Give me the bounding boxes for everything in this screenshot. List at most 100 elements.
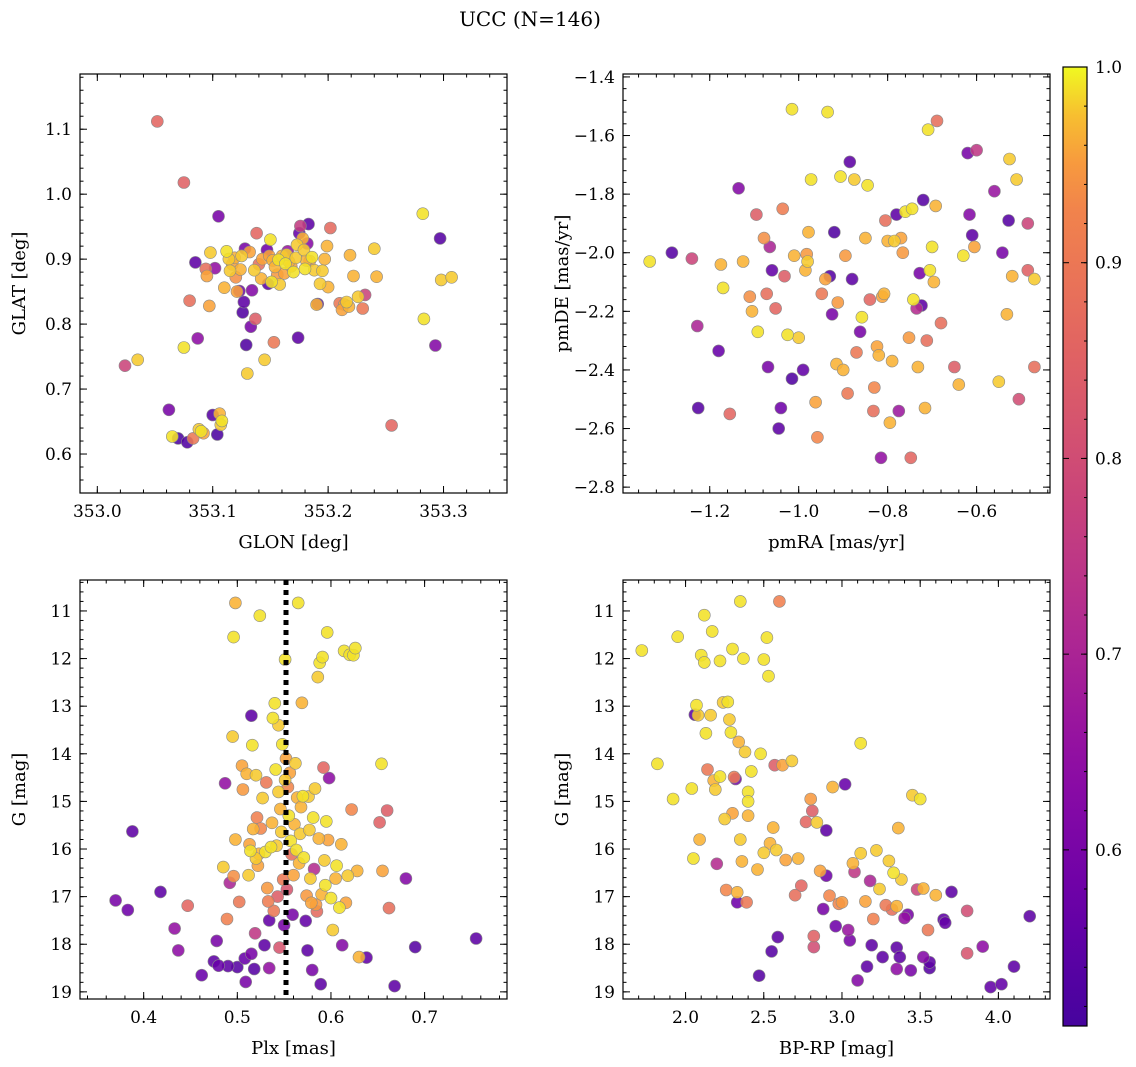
scatter-point — [635, 644, 649, 657]
scatter-point — [904, 964, 918, 977]
scatter-point — [855, 310, 869, 324]
y-tick-label: 13 — [50, 697, 72, 717]
y-tick-label: −1.6 — [574, 127, 615, 147]
scatter-point — [289, 756, 302, 770]
scatter-point — [304, 896, 318, 910]
y-tick-label: 1.1 — [45, 120, 72, 140]
y-tick-label: 0.8 — [45, 315, 72, 335]
scatter-point — [324, 891, 338, 905]
scatter-point — [765, 945, 778, 958]
y-tick-label: −1.4 — [574, 68, 615, 88]
y-tick-label: 11 — [50, 602, 72, 622]
scatter-point — [126, 825, 139, 838]
scatter-point — [168, 922, 181, 935]
scatter-point — [916, 950, 930, 964]
scatter-point — [905, 202, 919, 216]
scatter-point — [859, 895, 872, 908]
scatter-point — [248, 263, 261, 277]
scatter-point — [879, 214, 892, 227]
scatter-point — [643, 255, 657, 268]
scatter-point — [318, 252, 332, 266]
y-tick-label: −2.6 — [574, 420, 615, 440]
scatter-point — [370, 270, 383, 284]
scatter-point — [890, 962, 904, 976]
y-tick-label: 14 — [50, 745, 72, 765]
y-tick-label: 15 — [50, 792, 72, 812]
x-tick-label: 2.0 — [672, 1008, 699, 1028]
scatter-point — [308, 782, 322, 795]
scatter-point — [763, 240, 777, 254]
scatter-point — [710, 857, 724, 871]
scatter-point — [916, 882, 930, 895]
y-tick-label: −1.8 — [574, 185, 615, 205]
scatter-point — [743, 290, 757, 304]
x-tick-label: 2.5 — [750, 1008, 777, 1028]
x-tick-label: 0.7 — [411, 1008, 438, 1028]
scatter-point — [334, 837, 348, 851]
y-tick-label: 19 — [50, 983, 72, 1003]
scatter-point — [727, 770, 741, 784]
scatter-point — [408, 940, 422, 954]
scatter-point — [249, 768, 263, 782]
scatter-point — [226, 730, 239, 743]
scatter-point — [799, 815, 813, 829]
scatter-point — [996, 246, 1009, 259]
scatter-point — [301, 944, 314, 957]
scatter-point — [898, 911, 911, 925]
scatter-point — [304, 872, 317, 885]
scatter-point — [258, 938, 271, 952]
scatter-point — [916, 193, 930, 207]
scatter-point — [212, 210, 225, 223]
scatter-point — [340, 295, 353, 309]
scatter-point — [348, 641, 362, 655]
scatter-point — [388, 979, 401, 993]
scatter-point — [1012, 392, 1026, 406]
scatter-point — [691, 401, 705, 415]
scatter-point — [651, 757, 664, 771]
y-tick-label: 12 — [593, 650, 615, 670]
scatter-point — [718, 812, 732, 826]
scatter-point — [896, 246, 910, 259]
scatter-point — [745, 304, 759, 318]
scatter-point — [287, 265, 300, 279]
scatter-point — [1010, 173, 1023, 186]
scatter-point — [305, 963, 319, 977]
scatter-point — [723, 713, 736, 726]
scatter-point — [927, 275, 941, 289]
scatter-point — [785, 754, 799, 768]
scatter-point — [750, 208, 763, 221]
scatter-point — [732, 735, 746, 749]
scatter-point — [809, 395, 822, 409]
scatter-point — [911, 360, 925, 374]
scatter-point — [885, 354, 899, 368]
scatter-point — [929, 199, 943, 213]
scatter-point — [879, 898, 893, 912]
scatter-point — [760, 287, 774, 301]
scatter-point — [297, 243, 311, 257]
scatter-point — [794, 879, 808, 893]
scatter-point — [267, 335, 281, 349]
scatter-point — [724, 726, 738, 739]
scatter-point — [215, 414, 229, 428]
scatter-point — [258, 353, 271, 367]
scatter-point — [960, 904, 974, 918]
scatter-point — [751, 325, 765, 339]
scatter-point — [839, 249, 852, 262]
scatter-point — [246, 738, 259, 752]
scatter-point — [265, 816, 279, 830]
scatter-point — [860, 960, 874, 973]
x-tick-label: 0.6 — [317, 1008, 344, 1028]
y-tick-label: −2.4 — [574, 361, 615, 381]
scatter-point — [274, 802, 287, 816]
scatter-point — [1028, 272, 1041, 286]
scatter-point — [297, 851, 311, 864]
scatter-point — [212, 959, 225, 973]
scatter-point — [701, 763, 714, 776]
scatter-point — [851, 974, 864, 987]
scatter-point — [741, 809, 755, 823]
scatter-point — [399, 872, 413, 885]
scatter-point — [227, 869, 240, 883]
scatter-point — [303, 823, 316, 837]
scatter-point — [429, 339, 442, 352]
scatter-point — [841, 923, 855, 937]
